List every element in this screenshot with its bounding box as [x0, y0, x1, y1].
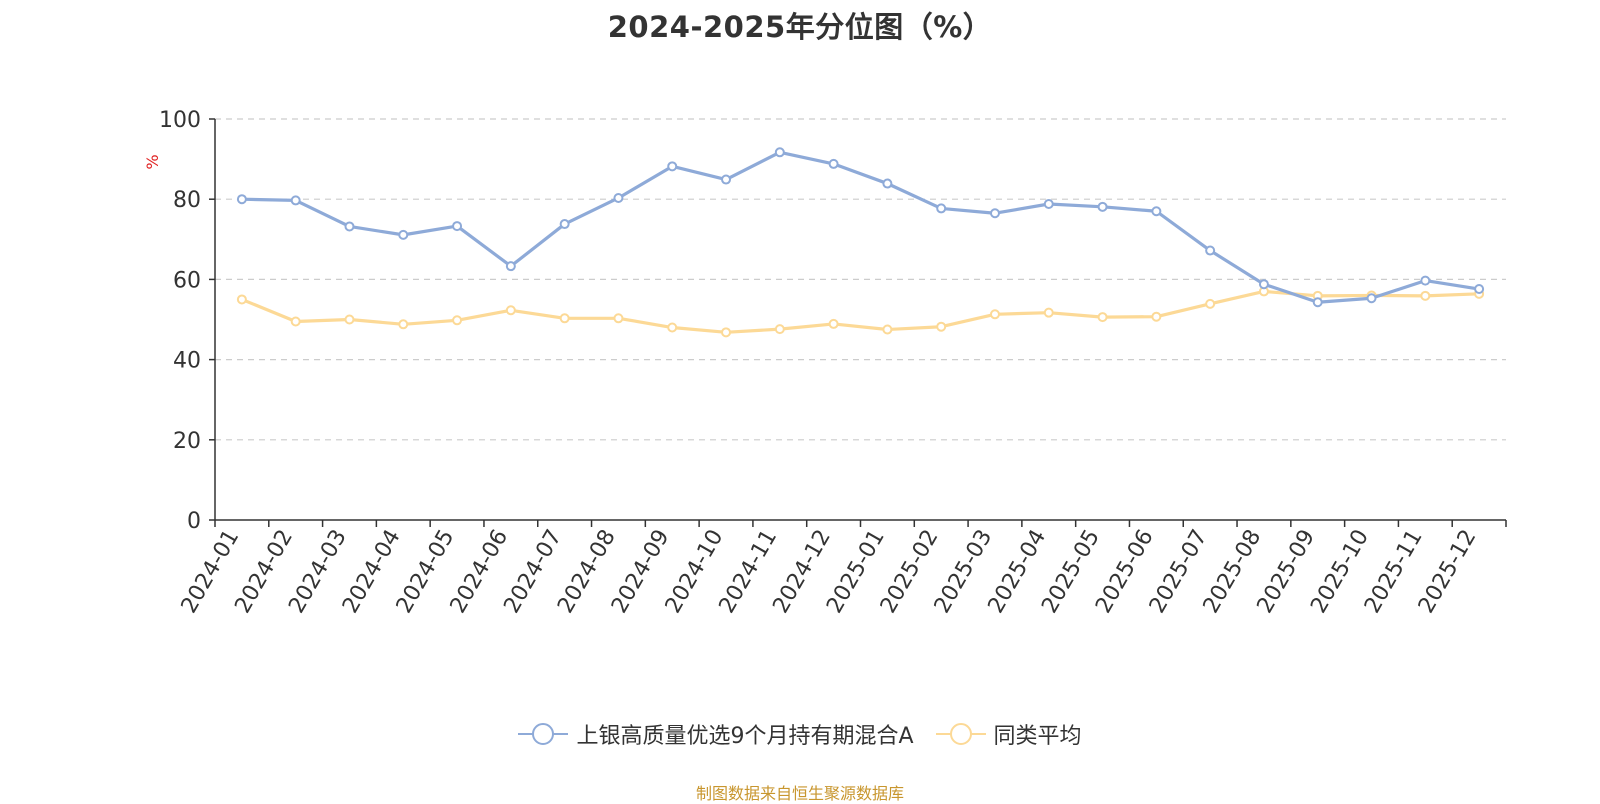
series-lines: [236, 147, 1485, 338]
data-point[interactable]: [936, 321, 947, 332]
data-point[interactable]: [1366, 293, 1377, 304]
data-point[interactable]: [398, 229, 409, 240]
data-point[interactable]: [774, 147, 785, 158]
data-point[interactable]: [613, 313, 624, 324]
data-point[interactable]: [774, 324, 785, 335]
data-point[interactable]: [936, 203, 947, 214]
legend-item-average[interactable]: 同类平均: [935, 718, 1082, 750]
data-point[interactable]: [290, 195, 301, 206]
data-point[interactable]: [667, 161, 678, 172]
grid-lines: [215, 118, 1506, 441]
legend-label-average: 同类平均: [993, 724, 1082, 749]
data-point[interactable]: [1151, 206, 1162, 217]
data-point[interactable]: [505, 261, 516, 272]
data-point[interactable]: [989, 309, 1000, 320]
data-point[interactable]: [344, 314, 355, 325]
y-tick-label: 20: [173, 429, 201, 454]
data-point[interactable]: [1474, 284, 1485, 295]
series-line: [240, 150, 1481, 304]
data-point[interactable]: [559, 313, 570, 324]
data-point[interactable]: [1043, 199, 1054, 210]
data-point[interactable]: [290, 316, 301, 327]
data-point[interactable]: [721, 327, 732, 338]
data-point[interactable]: [667, 322, 678, 333]
data-point[interactable]: [1205, 245, 1216, 256]
y-tick-label: 0: [187, 509, 201, 534]
data-point[interactable]: [613, 192, 624, 203]
y-tick-label: 100: [159, 108, 201, 133]
data-point[interactable]: [559, 219, 570, 230]
series-0: [236, 147, 1485, 308]
data-point[interactable]: [828, 318, 839, 329]
data-point[interactable]: [344, 221, 355, 232]
y-tick-label: 60: [173, 268, 201, 293]
source-note: 制图数据来自恒生聚源数据库: [695, 784, 904, 803]
data-point[interactable]: [1097, 312, 1108, 323]
legend-label-fund: 上银高质量优选9个月持有期混合A: [576, 724, 914, 749]
data-point[interactable]: [398, 319, 409, 330]
y-tick-label: 80: [173, 188, 201, 213]
data-point[interactable]: [1151, 311, 1162, 322]
legend-item-fund[interactable]: 上银高质量优选9个月持有期混合A: [518, 718, 914, 750]
legend-swatch-average: [935, 721, 986, 747]
series-1: [236, 286, 1485, 338]
data-point[interactable]: [882, 178, 893, 189]
data-point[interactable]: [989, 208, 1000, 219]
data-point[interactable]: [1420, 275, 1431, 286]
data-point[interactable]: [721, 174, 732, 185]
y-axis-unit-label: %: [143, 154, 162, 169]
data-point[interactable]: [236, 294, 247, 305]
series-line: [240, 289, 1481, 334]
legend-swatch-fund: [518, 721, 569, 747]
data-point[interactable]: [505, 305, 516, 316]
data-point[interactable]: [1312, 297, 1323, 308]
data-point[interactable]: [1043, 307, 1054, 318]
data-point[interactable]: [828, 158, 839, 169]
legend: 上银高质量优选9个月持有期混合A 同类平均: [0, 718, 1600, 750]
y-tick-label: 40: [173, 349, 201, 374]
chart-title: 2024-2025年分位图（%）: [607, 10, 993, 44]
data-point[interactable]: [236, 194, 247, 205]
data-point[interactable]: [1420, 290, 1431, 301]
data-point[interactable]: [1258, 279, 1269, 290]
data-point[interactable]: [1205, 298, 1216, 309]
data-point[interactable]: [452, 315, 463, 326]
data-point[interactable]: [1097, 201, 1108, 212]
data-point[interactable]: [452, 221, 463, 232]
axes: 0204060801002024-012024-022024-032024-04…: [159, 108, 1507, 618]
data-point[interactable]: [882, 324, 893, 335]
